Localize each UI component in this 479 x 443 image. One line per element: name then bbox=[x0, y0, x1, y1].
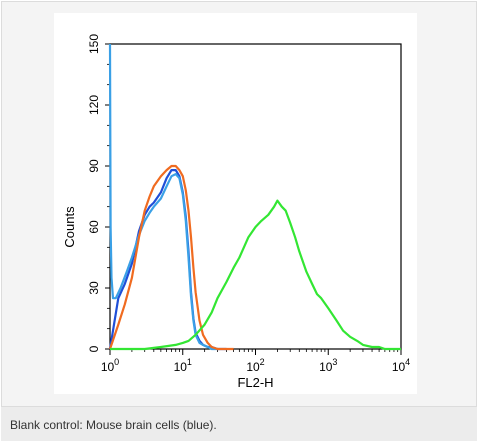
series-line-2 bbox=[108, 43, 218, 351]
axes-layer: 0 30 60 90 120 150 100 101 102 103 104 bbox=[87, 34, 410, 374]
caption-text: Blank control: Mouse brain cells (blue). bbox=[10, 418, 217, 432]
y-tick-label: 30 bbox=[87, 281, 101, 295]
x-tick-label: 101 bbox=[174, 357, 192, 374]
series-line-1 bbox=[108, 169, 227, 351]
x-tick-label: 103 bbox=[319, 357, 337, 374]
series-line-3 bbox=[108, 164, 234, 351]
labels-layer: Counts FL2-H bbox=[62, 206, 274, 390]
y-tick-label: 60 bbox=[87, 220, 101, 234]
y-tick-label: 90 bbox=[87, 159, 101, 173]
caption-bar: Blank control: Mouse brain cells (blue). bbox=[1, 406, 477, 441]
y-axis-label: Counts bbox=[62, 206, 77, 248]
y-tick-label: 120 bbox=[87, 95, 101, 115]
x-tick-label: 104 bbox=[392, 357, 410, 374]
x-tick-label: 102 bbox=[246, 357, 264, 374]
histogram-chart: 0 30 60 90 120 150 100 101 102 103 104 Counts FL2-… bbox=[62, 34, 410, 390]
series-line-4 bbox=[110, 199, 401, 351]
x-tick-label: 100 bbox=[101, 357, 119, 374]
plot-frame bbox=[109, 43, 402, 350]
y-tick-label: 150 bbox=[87, 34, 101, 54]
y-tick-label: 0 bbox=[87, 345, 101, 352]
series-layer bbox=[108, 43, 401, 351]
x-axis-label: FL2-H bbox=[237, 375, 273, 390]
chart-area: 0 30 60 90 120 150 100 101 102 103 104 Counts FL2-… bbox=[54, 13, 417, 394]
